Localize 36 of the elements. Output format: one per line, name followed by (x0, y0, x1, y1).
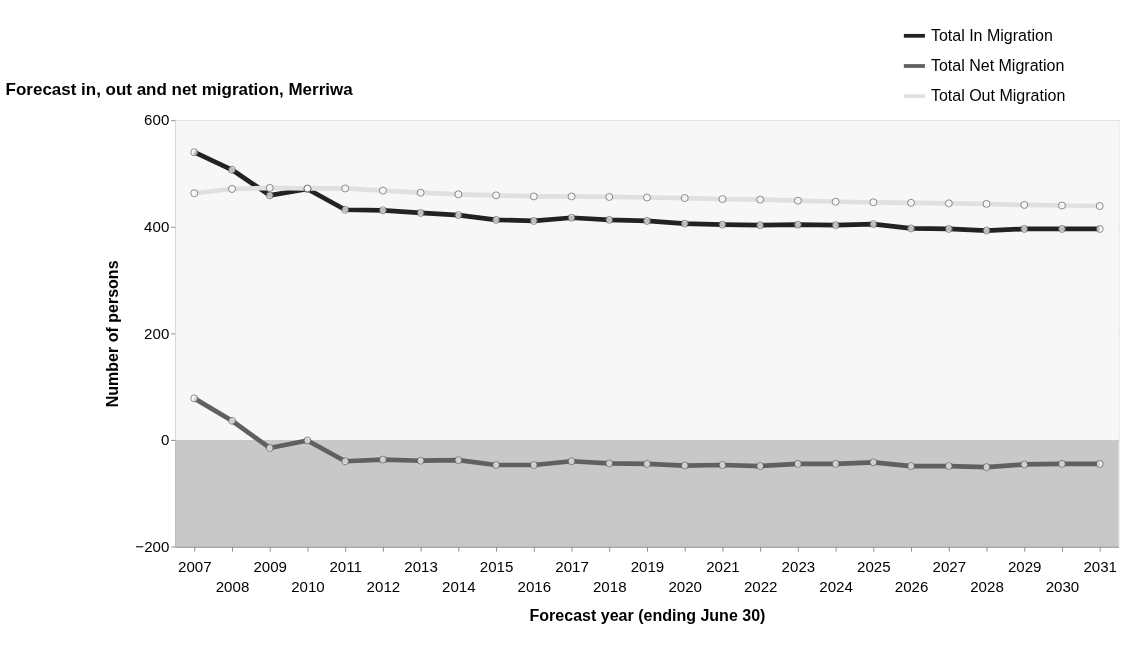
y-tick-label: −200 (135, 537, 170, 555)
x-tick-label: 2028 (970, 578, 1004, 596)
x-axis-title: Forecast year (ending June 30) (529, 605, 766, 624)
x-tick-label: 2018 (592, 578, 627, 596)
chart-title: Forecast in, out and net migration, Merriwa (5, 79, 354, 99)
y-tick-label: 0 (160, 431, 170, 449)
y-axis-title: Number of persons (103, 260, 122, 408)
x-tick-label: 2029 (1007, 557, 1042, 575)
legend-label: Total Out Migration (930, 85, 1066, 104)
x-tick-label: 2023 (781, 557, 816, 575)
x-tick-label: 2031 (1083, 557, 1117, 575)
x-tick-label: 2026 (894, 578, 929, 596)
y-tick-label: 200 (144, 324, 170, 342)
x-tick-label: 2012 (366, 578, 401, 596)
x-tick-label: 2024 (819, 578, 853, 596)
x-tick-label: 2030 (1045, 578, 1080, 596)
x-tick-label: 2019 (630, 557, 665, 575)
x-tick-label: 2009 (253, 557, 287, 575)
x-tick-label: 2014 (442, 578, 476, 596)
x-tick-label: 2027 (932, 557, 967, 575)
x-tick-label: 2010 (291, 578, 325, 596)
x-tick-label: 2021 (706, 557, 740, 575)
legend-label: Total In Migration (930, 25, 1053, 44)
x-tick-label: 2017 (555, 557, 589, 575)
x-tick-label: 2008 (215, 578, 250, 596)
x-tick-label: 2011 (329, 557, 362, 575)
y-tick-label: 400 (144, 217, 170, 235)
x-tick-label: 2007 (177, 557, 212, 575)
y-tick-label: 600 (144, 111, 170, 129)
x-tick-label: 2022 (743, 578, 778, 596)
x-tick-label: 2015 (479, 557, 514, 575)
x-tick-label: 2020 (668, 578, 702, 596)
x-tick-label: 2013 (404, 557, 438, 575)
x-tick-label: 2016 (517, 578, 552, 596)
x-tick-label: 2025 (857, 557, 891, 575)
legend-label: Total Net Migration (930, 55, 1065, 74)
